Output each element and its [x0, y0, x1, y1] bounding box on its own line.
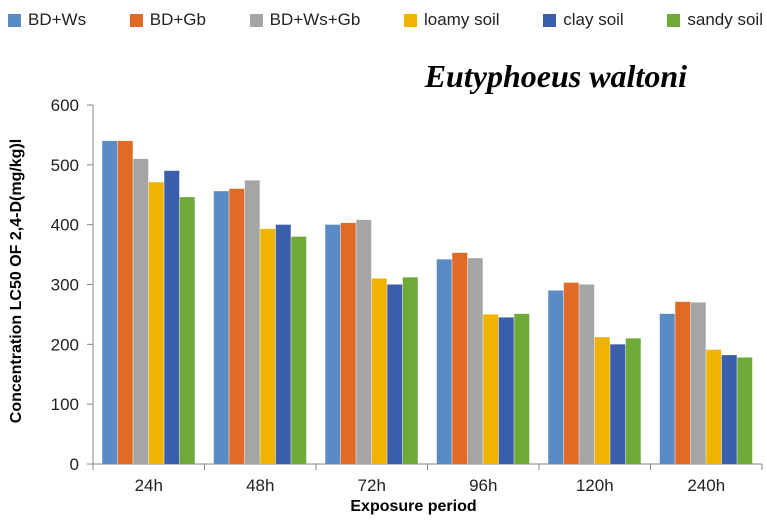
y-axis-label: Concentration LC50 OF 2,4-D(mg/kg)l: [8, 138, 25, 424]
x-tick-label: 120h: [576, 476, 614, 495]
x-tick-label: 24h: [135, 476, 163, 495]
bar: [563, 282, 579, 464]
bar: [467, 258, 483, 464]
legend-item: BD+Gb: [129, 10, 206, 30]
y-tick-label: 0: [70, 455, 79, 474]
bar: [102, 140, 118, 464]
legend-item: loamy soil: [404, 10, 500, 30]
y-tick-label: 400: [51, 216, 79, 235]
bar: [436, 259, 452, 464]
bar: [387, 284, 403, 464]
bar: [179, 197, 195, 465]
bar: [706, 349, 722, 464]
legend-swatch: [404, 13, 417, 27]
y-tick-label: 600: [51, 96, 79, 115]
bar: [483, 314, 499, 464]
bar: [213, 191, 229, 464]
bar: [133, 158, 149, 464]
legend-item: sandy soil: [667, 10, 763, 30]
bar: [514, 313, 530, 464]
x-tick-label: 72h: [358, 476, 386, 495]
legend-label: BD+Gb: [149, 10, 206, 29]
bar: [675, 301, 691, 464]
chart-title: Eutyphoeus waltoni: [424, 58, 687, 94]
bar: [594, 337, 610, 464]
legend-swatch: [249, 13, 263, 27]
x-tick-label: 48h: [246, 476, 274, 495]
x-axis-label: Exposure period: [350, 498, 477, 515]
bar: [356, 219, 372, 464]
legend-swatch: [8, 13, 21, 27]
bar: [371, 278, 387, 464]
bar: [291, 236, 307, 464]
x-tick-label: 240h: [687, 476, 725, 495]
x-tick-label: 96h: [469, 476, 497, 495]
legend-label: BD+Ws: [28, 10, 87, 29]
bar: [244, 180, 260, 464]
bar: [275, 224, 291, 464]
legend-label: sandy soil: [687, 10, 763, 29]
bar: [737, 357, 753, 464]
bar: [117, 140, 133, 464]
bar: [229, 188, 245, 464]
y-tick-label: 500: [51, 156, 79, 175]
legend-swatch: [129, 13, 143, 27]
legend: BD+Ws BD+Gb BD+Ws+Gb loamy soil clay soil san…: [8, 6, 763, 34]
legend-item: BD+Ws: [8, 10, 86, 30]
y-tick-label: 200: [51, 335, 79, 354]
bar: [498, 317, 514, 464]
legend-label: loamy soil: [424, 10, 500, 29]
legend-item: clay soil: [543, 10, 624, 30]
bar: [579, 284, 595, 464]
bar: [340, 222, 356, 464]
y-tick-label: 100: [51, 395, 79, 414]
bar: [325, 224, 341, 464]
bar: [164, 170, 180, 465]
bar: [721, 355, 737, 464]
bar: [452, 252, 468, 464]
legend-swatch: [667, 13, 681, 27]
bar: [610, 344, 626, 464]
bar: [260, 228, 276, 464]
bar: [402, 277, 418, 464]
legend-label: BD+Ws+Gb: [269, 10, 361, 29]
legend-label: clay soil: [563, 10, 624, 29]
bar: [548, 290, 564, 464]
legend-swatch: [543, 13, 557, 27]
bar: [625, 338, 641, 464]
bar: [659, 313, 675, 464]
bar: [690, 302, 706, 464]
y-tick-label: 300: [51, 276, 79, 295]
bar: [148, 182, 164, 464]
legend-item: BD+Ws+Gb: [249, 10, 361, 30]
